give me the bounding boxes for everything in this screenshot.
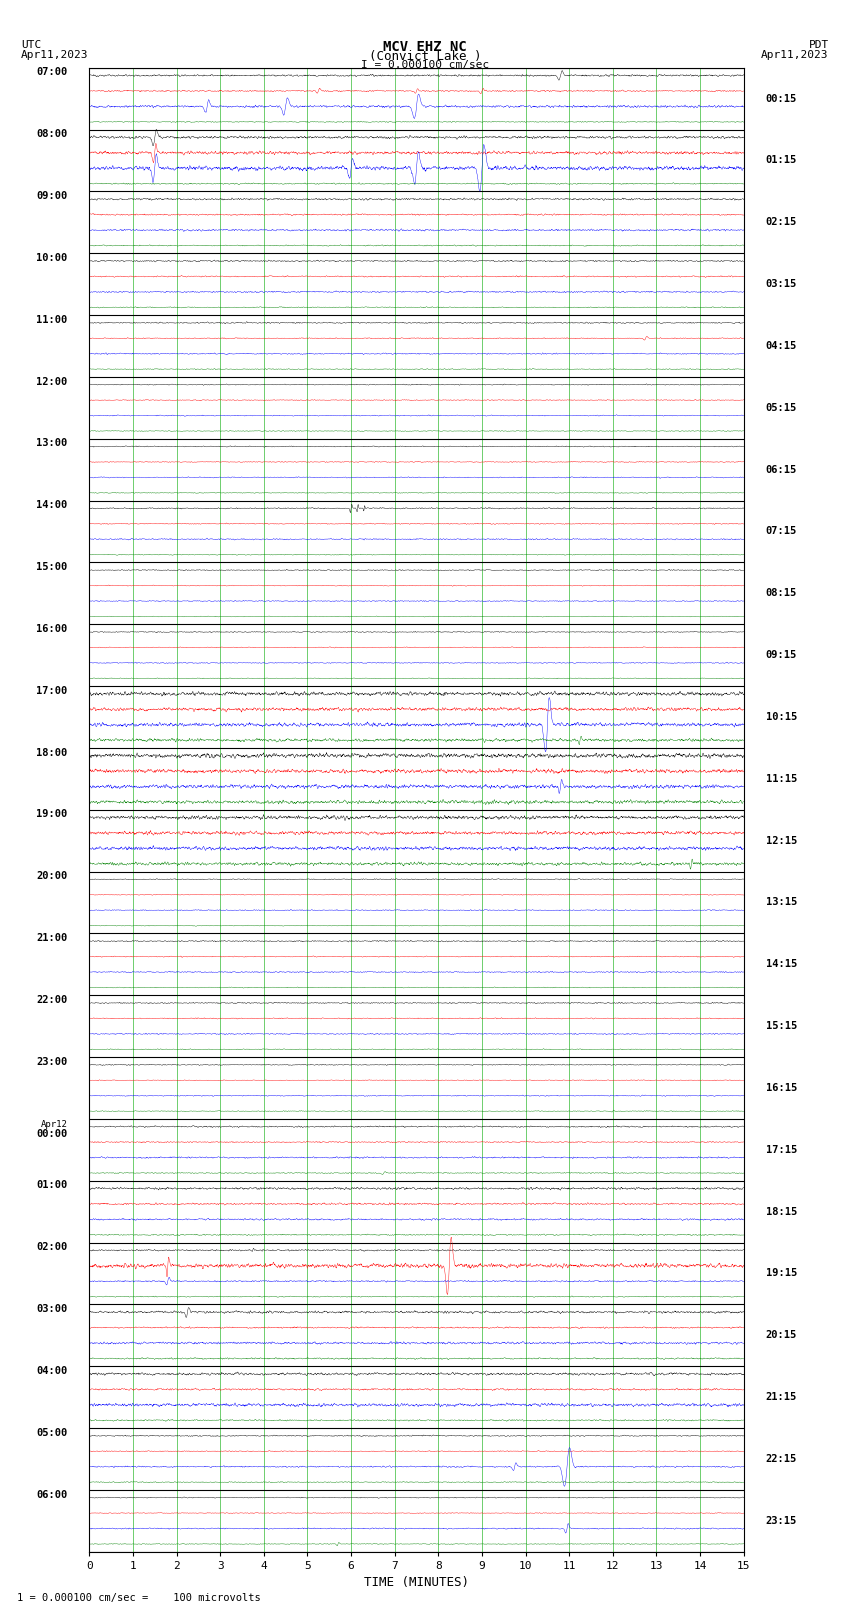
Text: 21:15: 21:15 xyxy=(766,1392,796,1402)
Text: 09:00: 09:00 xyxy=(37,190,67,202)
Text: PDT: PDT xyxy=(808,39,829,50)
Text: 11:15: 11:15 xyxy=(766,774,796,784)
Text: 03:00: 03:00 xyxy=(37,1303,67,1315)
Text: 16:00: 16:00 xyxy=(37,624,67,634)
Text: Apr11,2023: Apr11,2023 xyxy=(21,50,88,60)
Text: 15:15: 15:15 xyxy=(766,1021,796,1031)
Text: 22:15: 22:15 xyxy=(766,1453,796,1465)
Text: UTC: UTC xyxy=(21,39,42,50)
Text: 08:15: 08:15 xyxy=(766,589,796,598)
Text: 01:00: 01:00 xyxy=(37,1181,67,1190)
Text: 19:00: 19:00 xyxy=(37,810,67,819)
Text: 06:00: 06:00 xyxy=(37,1489,67,1500)
Text: Apr12: Apr12 xyxy=(41,1121,67,1129)
Text: 01:15: 01:15 xyxy=(766,155,796,166)
Text: 19:15: 19:15 xyxy=(766,1268,796,1279)
Text: 07:00: 07:00 xyxy=(37,68,67,77)
Text: 16:15: 16:15 xyxy=(766,1082,796,1094)
Text: 23:00: 23:00 xyxy=(37,1057,67,1066)
Text: 02:15: 02:15 xyxy=(766,218,796,227)
Text: 11:00: 11:00 xyxy=(37,315,67,324)
Text: 02:00: 02:00 xyxy=(37,1242,67,1252)
Text: (Convict Lake ): (Convict Lake ) xyxy=(369,50,481,63)
Text: I = 0.000100 cm/sec: I = 0.000100 cm/sec xyxy=(361,60,489,69)
Text: 08:00: 08:00 xyxy=(37,129,67,139)
Text: 12:00: 12:00 xyxy=(37,376,67,387)
Text: 20:15: 20:15 xyxy=(766,1331,796,1340)
Text: 06:15: 06:15 xyxy=(766,465,796,474)
Text: 22:00: 22:00 xyxy=(37,995,67,1005)
Text: 15:00: 15:00 xyxy=(37,561,67,573)
Text: 17:00: 17:00 xyxy=(37,686,67,695)
Text: 00:15: 00:15 xyxy=(766,94,796,103)
Text: 09:15: 09:15 xyxy=(766,650,796,660)
Text: 17:15: 17:15 xyxy=(766,1145,796,1155)
Text: 13:00: 13:00 xyxy=(37,439,67,448)
Text: 18:00: 18:00 xyxy=(37,747,67,758)
X-axis label: TIME (MINUTES): TIME (MINUTES) xyxy=(364,1576,469,1589)
Text: 21:00: 21:00 xyxy=(37,932,67,944)
Text: 03:15: 03:15 xyxy=(766,279,796,289)
Text: 20:00: 20:00 xyxy=(37,871,67,881)
Text: Apr11,2023: Apr11,2023 xyxy=(762,50,829,60)
Text: 13:15: 13:15 xyxy=(766,897,796,908)
Text: 14:00: 14:00 xyxy=(37,500,67,510)
Text: 05:00: 05:00 xyxy=(37,1428,67,1437)
Text: 18:15: 18:15 xyxy=(766,1207,796,1216)
Text: 23:15: 23:15 xyxy=(766,1516,796,1526)
Text: 04:15: 04:15 xyxy=(766,340,796,352)
Text: 04:00: 04:00 xyxy=(37,1366,67,1376)
Text: 10:00: 10:00 xyxy=(37,253,67,263)
Text: 05:15: 05:15 xyxy=(766,403,796,413)
Text: 14:15: 14:15 xyxy=(766,960,796,969)
Text: 1 = 0.000100 cm/sec =    100 microvolts: 1 = 0.000100 cm/sec = 100 microvolts xyxy=(17,1594,261,1603)
Text: 07:15: 07:15 xyxy=(766,526,796,537)
Text: 10:15: 10:15 xyxy=(766,711,796,723)
Text: MCV EHZ NC: MCV EHZ NC xyxy=(383,39,467,53)
Text: 12:15: 12:15 xyxy=(766,836,796,845)
Text: 00:00: 00:00 xyxy=(37,1129,67,1139)
